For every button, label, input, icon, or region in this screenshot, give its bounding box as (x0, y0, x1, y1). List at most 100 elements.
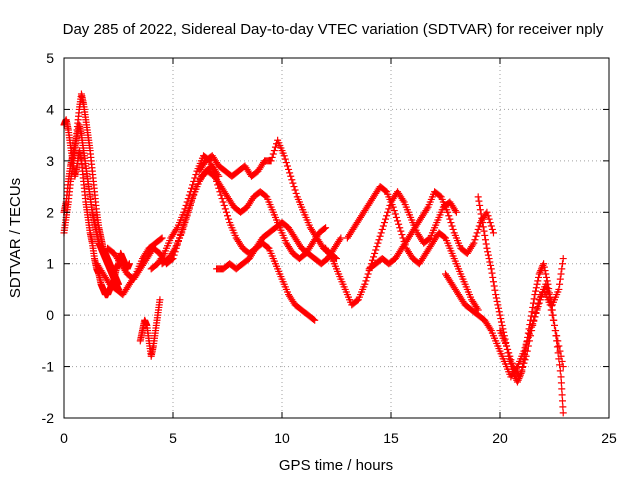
data-point-plus (384, 208, 392, 216)
data-point-plus (491, 286, 499, 294)
data-point-plus (528, 327, 536, 335)
data-point-plus (188, 198, 196, 206)
data-point-plus (283, 162, 291, 170)
data-point-plus (382, 215, 390, 223)
series-arc-l (343, 183, 482, 314)
data-point-plus (528, 308, 536, 316)
data-point-plus (551, 321, 558, 329)
data-point-plus (190, 191, 198, 199)
data-point-plus (327, 253, 335, 261)
data-point-plus (472, 232, 480, 240)
data-point-plus (529, 299, 537, 307)
data-point-plus (445, 212, 453, 220)
data-point-plus (556, 361, 564, 369)
series-arc-f (136, 296, 164, 360)
data-point-plus (172, 225, 180, 233)
data-point-plus (534, 277, 542, 285)
data-point-plus (178, 229, 186, 237)
y-tick-label: -2 (42, 410, 55, 426)
data-point-plus (552, 332, 560, 340)
data-point-plus (362, 277, 370, 285)
data-point-plus (189, 181, 197, 189)
data-point-plus (487, 222, 495, 230)
data-point-plus (267, 157, 275, 165)
data-point-plus (489, 278, 497, 286)
data-point-plus (485, 255, 493, 263)
data-point-plus (488, 269, 496, 277)
data-point-plus (527, 312, 535, 320)
data-point-plus (480, 227, 488, 235)
data-point-plus (364, 270, 372, 278)
chart-title: Day 285 of 2022, Sidereal Day-to-day VTE… (63, 21, 604, 38)
data-point-plus (282, 159, 290, 167)
series-arc-p (496, 255, 567, 381)
data-point-plus (524, 342, 532, 350)
data-point-plus (522, 352, 530, 360)
data-point-plus (189, 195, 197, 203)
data-point-plus (394, 217, 402, 225)
data-point-plus (483, 208, 491, 216)
y-tick-label: 1 (46, 256, 54, 272)
data-point-plus (506, 352, 514, 360)
data-point-plus (208, 164, 216, 172)
data-point-plus (395, 220, 403, 228)
y-tick-label: 3 (46, 153, 54, 169)
data-point-plus (555, 342, 563, 350)
data-point-plus (446, 215, 454, 223)
data-point-plus (290, 183, 298, 191)
data-point-plus (185, 205, 193, 213)
data-point-plus (280, 152, 288, 160)
data-point-plus (540, 263, 548, 271)
data-point-plus (497, 315, 505, 323)
x-tick-label: 25 (601, 430, 617, 446)
data-point-plus (372, 246, 380, 254)
data-point-plus (496, 311, 504, 319)
data-point-plus (449, 225, 457, 233)
data-point-plus (531, 291, 539, 299)
data-point-plus (497, 318, 505, 326)
data-point-plus (550, 316, 558, 324)
data-point-plus (558, 260, 566, 268)
data-point-plus (218, 195, 226, 203)
x-axis-label: GPS time / hours (279, 457, 393, 474)
data-point-plus (488, 225, 496, 233)
data-point-plus (207, 160, 215, 168)
data-point-plus (337, 234, 345, 242)
series-arc-m (365, 188, 497, 273)
data-point-plus (361, 280, 369, 288)
data-point-plus (504, 345, 512, 353)
data-point-plus (221, 205, 229, 213)
data-point-plus (518, 366, 526, 374)
data-point-plus (469, 241, 477, 249)
data-point-plus (476, 201, 484, 209)
data-point-plus (492, 294, 500, 302)
data-point-plus (503, 342, 511, 350)
data-point-plus (494, 301, 502, 309)
data-point-plus (474, 193, 482, 201)
data-point-plus (508, 359, 516, 367)
data-point-plus (516, 373, 524, 381)
data-point-plus (486, 258, 494, 266)
data-point-plus (481, 236, 489, 244)
y-tick-label: 2 (46, 204, 54, 220)
data-point-plus (527, 332, 535, 340)
data-point-plus (558, 265, 566, 273)
data-point-plus (191, 174, 199, 182)
plot-frame (63, 57, 610, 419)
data-point-plus (484, 212, 492, 220)
data-point-plus (533, 280, 541, 288)
data-point-plus (532, 284, 540, 292)
data-point-plus (398, 231, 406, 239)
data-point-plus (182, 215, 190, 223)
data-point-plus (374, 239, 382, 247)
data-point-plus (363, 273, 371, 281)
x-tick-label: 10 (274, 430, 290, 446)
data-point-plus (543, 273, 551, 281)
data-point-plus (507, 356, 515, 364)
data-point-plus (478, 214, 486, 222)
data-point-plus (292, 189, 300, 197)
data-point-plus (390, 207, 398, 215)
data-point-plus (336, 236, 344, 244)
data-point-plus (556, 275, 564, 283)
